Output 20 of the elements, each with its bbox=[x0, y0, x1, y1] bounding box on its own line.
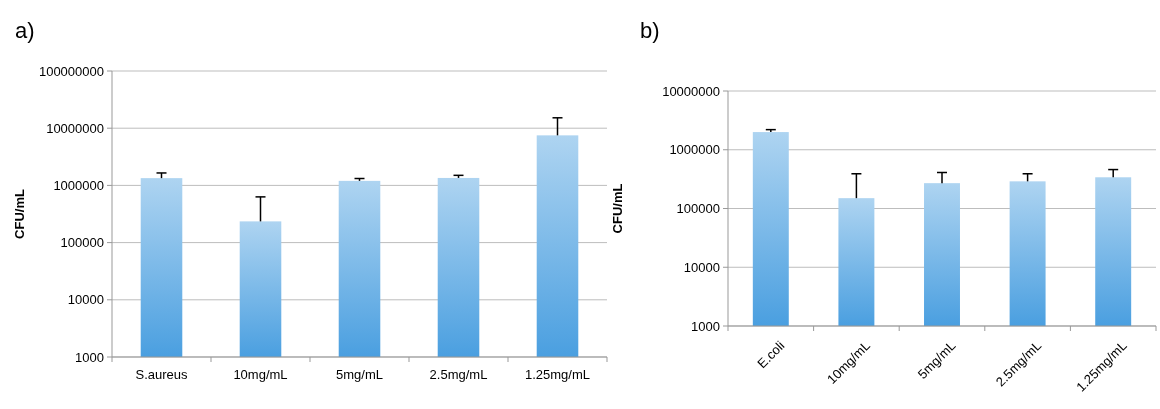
y-tick-label: 100000 bbox=[676, 201, 720, 217]
y-tick-label: 1000 bbox=[75, 349, 104, 365]
y-tick-label: 1000000 bbox=[669, 142, 720, 158]
y-tick-label: 10000 bbox=[67, 292, 104, 308]
y-axis-title: CFU/mL bbox=[12, 189, 27, 239]
chart-title: a) bbox=[15, 18, 35, 43]
y-tick-label: 1000000 bbox=[53, 177, 104, 193]
y-tick-label: 10000000 bbox=[46, 120, 104, 136]
x-tick-label: 10mg/mL bbox=[233, 367, 288, 382]
x-tick-label: 1.25mg/mL bbox=[524, 367, 591, 382]
x-tick-label: 2.5mg/mL bbox=[429, 367, 488, 382]
y-tick-label: 100000 bbox=[60, 235, 104, 251]
y-tick-label: 10000 bbox=[683, 259, 720, 275]
y-tick-label: 1000 bbox=[691, 318, 720, 334]
x-tick-label: 5mg/mL bbox=[336, 367, 383, 382]
y-axis-title: CFU/mL bbox=[610, 183, 625, 234]
x-tick-label: S.aureus bbox=[135, 367, 189, 382]
chart-title: b) bbox=[640, 18, 660, 43]
y-tick-label: 10000000 bbox=[662, 83, 720, 99]
y-tick-label: 100000000 bbox=[38, 63, 104, 79]
